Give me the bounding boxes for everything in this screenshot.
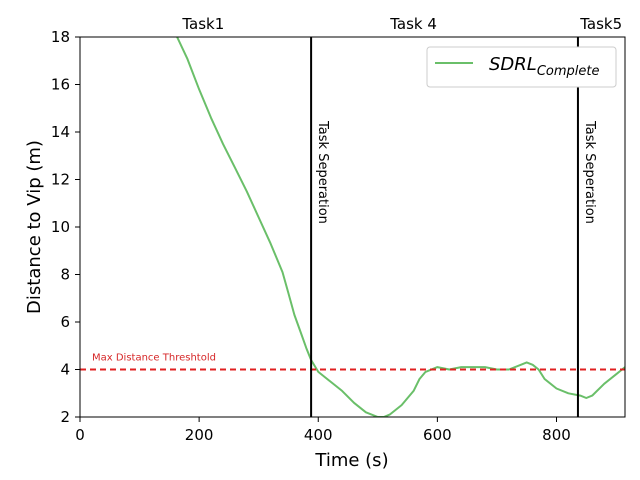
legend-label: SDRLComplete — [489, 54, 599, 79]
series-line-sdrl — [176, 37, 625, 417]
legend-box — [426, 46, 617, 88]
plot-content — [80, 37, 625, 417]
y-tick-label: 14 — [51, 123, 70, 141]
y-tick-label: 10 — [51, 218, 70, 236]
task-label: Task1 — [181, 15, 224, 33]
y-tick-label: 16 — [51, 76, 70, 94]
x-tick-label: 400 — [304, 426, 333, 444]
threshold-label: Max Distance Threshtold — [92, 353, 216, 364]
y-tick-label: 18 — [51, 28, 70, 46]
task-separator-label: Task Seperation — [582, 120, 597, 224]
x-tick-label: 0 — [75, 426, 85, 444]
legend-label-sub: Complete — [537, 64, 600, 79]
x-tick-label: 800 — [542, 426, 571, 444]
task-separator-label: Task Seperation — [315, 120, 330, 224]
ticks: 0 200 400 600 800 2 4 6 8 10 12 14 16 18 — [51, 28, 571, 444]
y-tick-label: 12 — [51, 171, 70, 189]
legend: SDRLComplete — [426, 46, 617, 88]
y-tick-label: 6 — [60, 313, 70, 331]
task-label: Task 4 — [389, 15, 437, 33]
x-tick-label: 200 — [185, 426, 214, 444]
x-tick-label: 600 — [423, 426, 452, 444]
overlay: Max Distance Threshtold Task Seperation Ta… — [92, 15, 622, 364]
y-tick-label: 8 — [60, 266, 70, 284]
task-label: Task5 — [579, 15, 622, 33]
y-tick-label: 4 — [60, 361, 70, 379]
y-tick-label: 2 — [60, 408, 70, 426]
legend-label-base: SDRL — [489, 54, 537, 75]
y-axis-label: Distance to Vip (m) — [24, 140, 45, 314]
x-axis-label: Time (s) — [314, 450, 388, 471]
